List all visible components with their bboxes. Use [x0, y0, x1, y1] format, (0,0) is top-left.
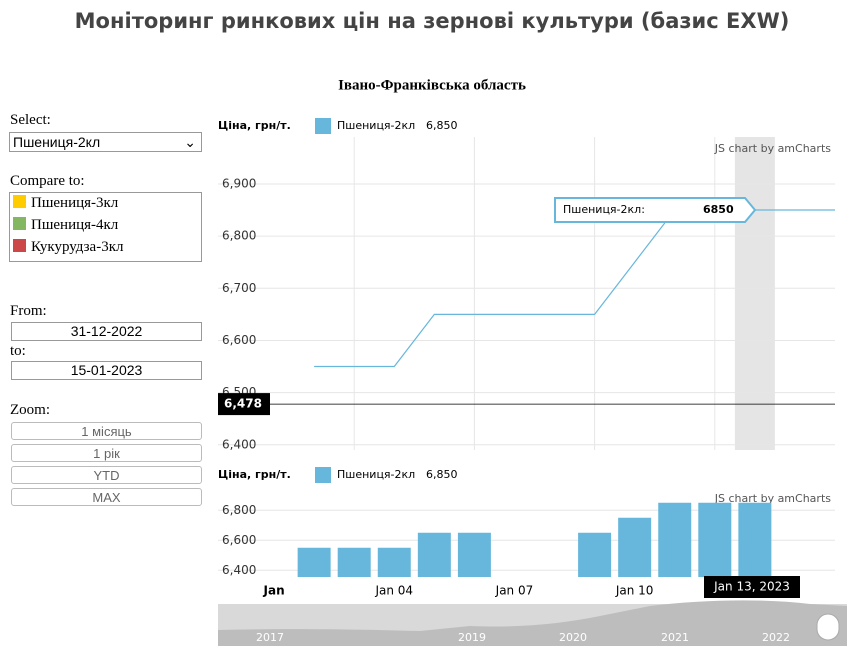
legend-swatch [315, 118, 331, 134]
navigator-area [218, 600, 847, 646]
legend-value: 6,850 [426, 119, 458, 132]
page-title: Моніторинг ринкових цін на зернові культ… [75, 9, 790, 33]
from-value: 31-12-2022 [70, 323, 143, 339]
y-tick-label: 6,400 [222, 563, 256, 577]
cursor-label-bg [218, 393, 270, 416]
bar [377, 547, 411, 577]
navigator-year: 2019 [458, 631, 486, 644]
zoom-button[interactable]: YTD [11, 466, 202, 484]
compare-item[interactable]: Пшениця-4кл [10, 217, 201, 239]
compare-swatch [13, 239, 26, 252]
compare-label: Compare to: [10, 173, 85, 189]
legend-value: 6,850 [426, 468, 458, 481]
date-label: Jan 13, 2023 [713, 580, 790, 594]
y-tick-label: 6,700 [222, 281, 256, 295]
legend-name: Пшениця-2кл [337, 468, 415, 481]
y-tick-label: 6,900 [222, 176, 256, 190]
y-tick-label: 6,600 [222, 333, 256, 347]
zoom-label: Zoom: [10, 402, 50, 418]
y-tick-label: 6,400 [222, 437, 256, 451]
tooltip-value: 6850 [703, 203, 734, 216]
compare-swatch [13, 195, 26, 208]
from-label: From: [10, 303, 47, 319]
cursor-band [734, 137, 775, 450]
credit: JS chart by amCharts [714, 492, 831, 505]
select[interactable]: Пшениця-2кл ⌄ [9, 132, 202, 152]
compare-swatch [13, 217, 26, 230]
bar [578, 532, 612, 577]
bar [337, 547, 371, 577]
chart-subtitle: Івано-Франківська область [338, 77, 526, 93]
select-arrow: ⌄ [184, 134, 196, 150]
to-value: 15-01-2023 [70, 362, 143, 378]
bar [738, 502, 772, 577]
to-label: to: [10, 343, 26, 359]
y-axis-title: Ціна, грн/т. [218, 468, 291, 481]
cursor-label: 6,478 [224, 397, 262, 411]
legend-name: Пшениця-2кл [337, 119, 415, 132]
to-input[interactable]: 15-01-2023 [11, 361, 202, 380]
navigator-handle[interactable] [816, 613, 840, 641]
tooltip-box [554, 197, 757, 224]
bar [658, 502, 692, 577]
x-tick-label: Jan 07 [495, 584, 534, 598]
bar [457, 532, 491, 577]
price-line [314, 209, 835, 368]
bar [698, 502, 732, 577]
select-value: Пшениця-2кл [13, 134, 101, 150]
legend-swatch [315, 467, 331, 483]
plot-area [218, 137, 835, 450]
zoom-button[interactable]: 1 рік [11, 444, 202, 462]
navigator-year: 2022 [762, 631, 790, 644]
y-tick-label: 6,800 [222, 503, 256, 517]
x-tick-label: Jan [263, 584, 285, 598]
zoom-button[interactable]: 1 місяць [11, 422, 202, 440]
from-input[interactable]: 31-12-2022 [11, 322, 202, 341]
navigator-year: 2017 [256, 631, 284, 644]
date-label-bg [704, 576, 800, 598]
y-axis-title: Ціна, грн/т. [218, 119, 291, 132]
y-tick-label: 6,600 [222, 533, 256, 547]
compare-name: Кукурудза-3кл [31, 239, 124, 255]
x-tick-label: Jan 10 [615, 584, 654, 598]
navigator-year: 2020 [559, 631, 587, 644]
credit: JS chart by amCharts [714, 142, 831, 155]
bar [618, 517, 652, 577]
x-tick-label: Jan 04 [374, 584, 413, 598]
y-tick-label: 6,800 [222, 229, 256, 243]
compare-item[interactable]: Кукурудза-3кл [10, 239, 201, 261]
bar [417, 532, 451, 577]
compare-name: Пшениця-3кл [31, 195, 119, 211]
tooltip-name: Пшениця-2кл: [563, 203, 645, 216]
select-label: Select: [10, 112, 51, 128]
compare-item[interactable]: Пшениця-3кл [10, 195, 201, 217]
compare-list: Пшениця-3кл Пшениця-4кл Кукурудза-3кл [9, 192, 202, 262]
bar [297, 547, 331, 577]
compare-name: Пшениця-4кл [31, 217, 119, 233]
zoom-button[interactable]: MAX [11, 488, 202, 506]
navigator-year: 2021 [661, 631, 689, 644]
